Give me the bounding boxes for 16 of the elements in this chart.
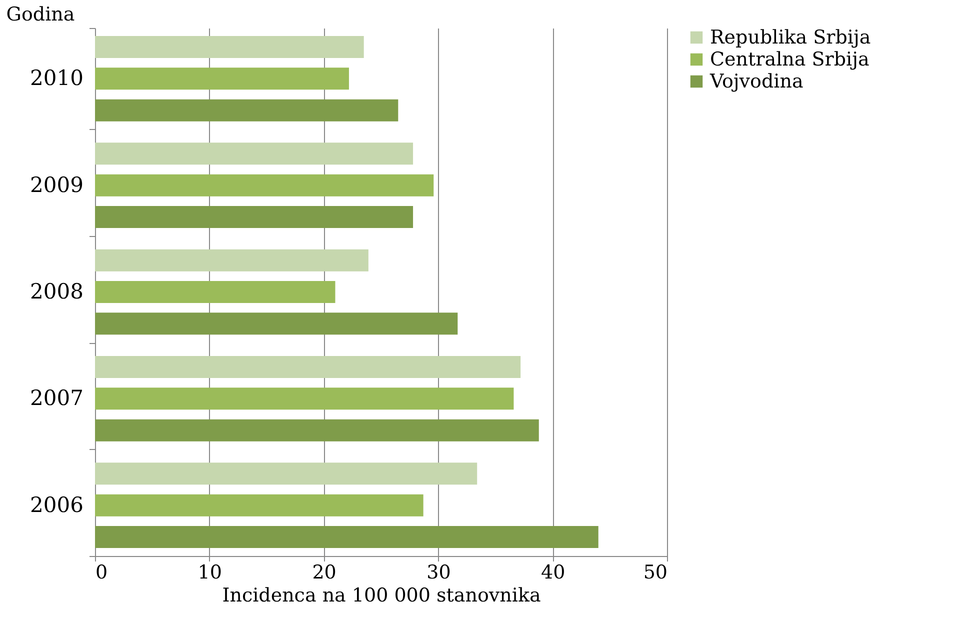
x-tick-label: 40: [541, 562, 566, 584]
legend-label: Vojvodina: [709, 70, 804, 92]
y-tick-label: 2006: [30, 492, 84, 517]
y-tick-label: 2008: [30, 280, 84, 304]
x-tick-label: 30: [426, 562, 451, 584]
x-tick-label: 20: [312, 562, 336, 584]
legend-label: Centralna Srbija: [710, 48, 870, 70]
x-tick-label: 50: [643, 562, 668, 584]
y-tick-label: 2010: [30, 66, 84, 90]
x-axis-title: Incidenca na 100 000 stanovnika: [222, 584, 541, 606]
y-tick-label: 2007: [30, 386, 84, 410]
y-axis-title: Godina: [6, 4, 75, 26]
legend-label: Republika Srbija: [710, 26, 871, 48]
y-tick-label: 2009: [30, 172, 84, 197]
x-tick-label: 0: [96, 562, 108, 584]
x-tick-label: 10: [198, 562, 222, 584]
